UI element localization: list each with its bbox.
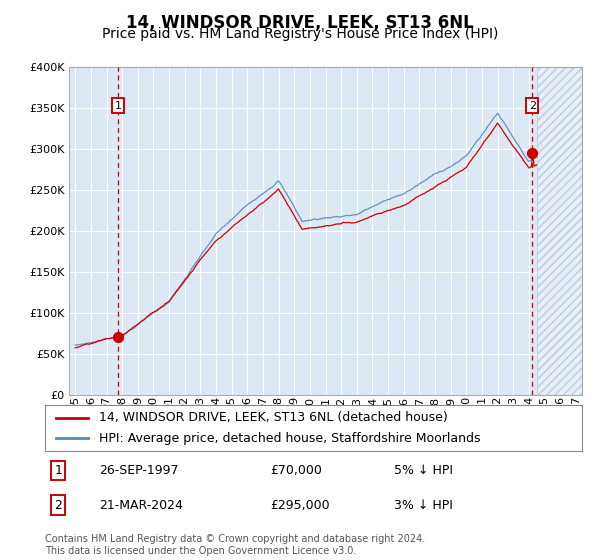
Point	[527, 149, 537, 158]
Text: HPI: Average price, detached house, Staffordshire Moorlands: HPI: Average price, detached house, Staf…	[98, 432, 480, 445]
Text: 1: 1	[115, 101, 121, 111]
Text: 3% ↓ HPI: 3% ↓ HPI	[394, 498, 453, 511]
Point	[113, 333, 123, 342]
Text: 14, WINDSOR DRIVE, LEEK, ST13 6NL: 14, WINDSOR DRIVE, LEEK, ST13 6NL	[126, 14, 474, 32]
Text: Contains HM Land Registry data © Crown copyright and database right 2024.
This d: Contains HM Land Registry data © Crown c…	[45, 534, 425, 556]
Text: £295,000: £295,000	[271, 498, 330, 511]
Text: 5% ↓ HPI: 5% ↓ HPI	[394, 464, 453, 477]
Text: Price paid vs. HM Land Registry's House Price Index (HPI): Price paid vs. HM Land Registry's House …	[102, 27, 498, 41]
Text: 2: 2	[55, 498, 62, 511]
Text: 21-MAR-2024: 21-MAR-2024	[98, 498, 182, 511]
Text: 2: 2	[529, 101, 536, 111]
Text: 1: 1	[55, 464, 62, 477]
Text: £70,000: £70,000	[271, 464, 322, 477]
Text: 14, WINDSOR DRIVE, LEEK, ST13 6NL (detached house): 14, WINDSOR DRIVE, LEEK, ST13 6NL (detac…	[98, 411, 448, 424]
Text: 26-SEP-1997: 26-SEP-1997	[98, 464, 178, 477]
